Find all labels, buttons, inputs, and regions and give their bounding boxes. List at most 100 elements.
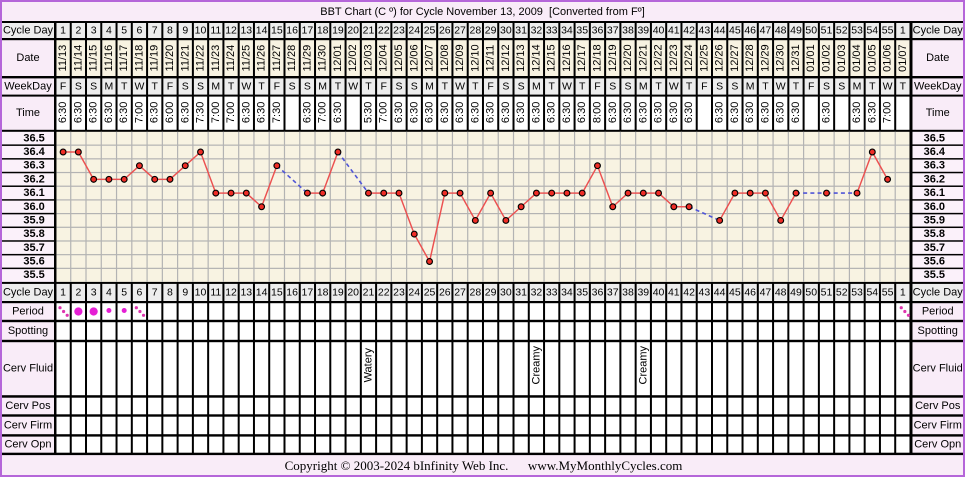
svg-text:28: 28 xyxy=(469,286,481,298)
svg-text:11/30: 11/30 xyxy=(317,45,329,72)
svg-text:11/19: 11/19 xyxy=(149,45,161,72)
svg-text:12/07: 12/07 xyxy=(424,44,436,72)
svg-text:36.2: 36.2 xyxy=(23,173,44,185)
svg-text:W: W xyxy=(776,81,786,93)
svg-text:20: 20 xyxy=(347,286,359,298)
svg-text:36.1: 36.1 xyxy=(924,187,945,199)
svg-text:5: 5 xyxy=(121,286,127,298)
svg-text:6:30: 6:30 xyxy=(72,102,84,123)
svg-text:35.7: 35.7 xyxy=(924,242,945,254)
svg-text:W: W xyxy=(562,81,572,93)
svg-text:WeekDay: WeekDay xyxy=(4,81,52,93)
svg-text:37: 37 xyxy=(607,25,619,37)
svg-text:11/20: 11/20 xyxy=(164,45,176,72)
svg-text:6:30: 6:30 xyxy=(653,102,665,123)
svg-text:Cerv Fluid: Cerv Fluid xyxy=(913,363,963,375)
svg-text:6:30: 6:30 xyxy=(454,102,466,123)
svg-text:8: 8 xyxy=(167,286,173,298)
svg-text:6:30: 6:30 xyxy=(866,102,878,123)
svg-text:12/08: 12/08 xyxy=(439,44,451,72)
svg-text:43: 43 xyxy=(699,286,711,298)
svg-text:6:30: 6:30 xyxy=(607,102,619,123)
svg-text:12/05: 12/05 xyxy=(393,44,405,72)
svg-text:S: S xyxy=(838,81,845,93)
svg-text:6:30: 6:30 xyxy=(332,102,344,123)
svg-text:6:30: 6:30 xyxy=(668,102,680,123)
svg-text:Date: Date xyxy=(16,52,39,64)
svg-text:Creamy: Creamy xyxy=(530,345,542,384)
svg-text:M: M xyxy=(532,81,541,93)
svg-text:24: 24 xyxy=(408,286,420,298)
svg-text:Cerv Fluid: Cerv Fluid xyxy=(3,363,53,375)
svg-text:S: S xyxy=(304,81,311,93)
svg-text:6:30: 6:30 xyxy=(683,102,695,123)
svg-text:1: 1 xyxy=(60,25,66,37)
svg-text:12/27: 12/27 xyxy=(729,44,741,72)
svg-text:31: 31 xyxy=(515,286,527,298)
svg-text:F: F xyxy=(701,81,707,93)
svg-text:Cycle Day: Cycle Day xyxy=(3,286,54,298)
svg-text:33: 33 xyxy=(546,25,558,37)
svg-text:15: 15 xyxy=(271,286,283,298)
svg-text:11/13: 11/13 xyxy=(57,45,69,72)
svg-text:11/25: 11/25 xyxy=(240,45,252,72)
svg-text:T: T xyxy=(762,81,769,93)
svg-text:21: 21 xyxy=(363,286,375,298)
svg-text:22: 22 xyxy=(378,25,390,37)
svg-text:Period: Period xyxy=(12,306,44,318)
svg-text:S: S xyxy=(502,81,509,93)
svg-text:49: 49 xyxy=(790,286,802,298)
svg-text:36.1: 36.1 xyxy=(23,187,44,199)
svg-text:50: 50 xyxy=(805,286,817,298)
svg-text:11/27: 11/27 xyxy=(271,45,283,72)
svg-text:9: 9 xyxy=(182,286,188,298)
svg-text:T: T xyxy=(472,81,479,93)
svg-text:12/03: 12/03 xyxy=(362,44,374,72)
svg-text:T: T xyxy=(869,81,876,93)
svg-text:40: 40 xyxy=(653,286,665,298)
svg-text:12/04: 12/04 xyxy=(378,44,390,72)
svg-text:6:30: 6:30 xyxy=(408,102,420,123)
svg-text:18: 18 xyxy=(317,286,329,298)
svg-text:Cerv Pos: Cerv Pos xyxy=(915,400,961,412)
svg-text:6:30: 6:30 xyxy=(103,102,115,123)
svg-text:Cerv Pos: Cerv Pos xyxy=(5,400,51,412)
svg-text:S: S xyxy=(75,81,82,93)
svg-text:17: 17 xyxy=(302,286,314,298)
svg-text:Time: Time xyxy=(16,107,40,119)
svg-text:7:30: 7:30 xyxy=(271,102,283,123)
svg-text:12/22: 12/22 xyxy=(653,44,665,72)
svg-text:11/17: 11/17 xyxy=(118,45,130,72)
svg-text:27: 27 xyxy=(454,25,466,37)
svg-text:36.4: 36.4 xyxy=(23,146,45,158)
svg-text:S: S xyxy=(518,81,525,93)
svg-text:6:30: 6:30 xyxy=(469,102,481,123)
svg-text:12/02: 12/02 xyxy=(347,44,359,72)
svg-text:47: 47 xyxy=(760,25,772,37)
svg-text:1: 1 xyxy=(60,286,66,298)
svg-text:23: 23 xyxy=(393,25,405,37)
svg-text:39: 39 xyxy=(637,286,649,298)
svg-text:6:30: 6:30 xyxy=(821,102,833,123)
svg-text:6:30: 6:30 xyxy=(714,102,726,123)
svg-text:11/23: 11/23 xyxy=(210,45,222,72)
svg-text:01/06: 01/06 xyxy=(882,44,894,72)
svg-text:11/18: 11/18 xyxy=(133,45,145,72)
svg-text:6:30: 6:30 xyxy=(301,102,313,123)
svg-text:30: 30 xyxy=(500,286,512,298)
svg-text:55: 55 xyxy=(882,25,894,37)
svg-text:41: 41 xyxy=(668,25,680,37)
svg-text:44: 44 xyxy=(714,25,726,37)
svg-text:6:30: 6:30 xyxy=(500,102,512,123)
svg-text:53: 53 xyxy=(851,286,863,298)
svg-text:11: 11 xyxy=(210,286,221,298)
svg-text:12/29: 12/29 xyxy=(759,44,771,72)
svg-text:01/07: 01/07 xyxy=(897,44,909,72)
svg-text:35.7: 35.7 xyxy=(23,242,44,254)
svg-text:28: 28 xyxy=(469,25,481,37)
svg-text:16: 16 xyxy=(286,25,298,37)
svg-text:20: 20 xyxy=(347,25,359,37)
svg-text:12/31: 12/31 xyxy=(790,44,802,72)
svg-text:7: 7 xyxy=(152,25,158,37)
svg-text:S: S xyxy=(625,81,632,93)
